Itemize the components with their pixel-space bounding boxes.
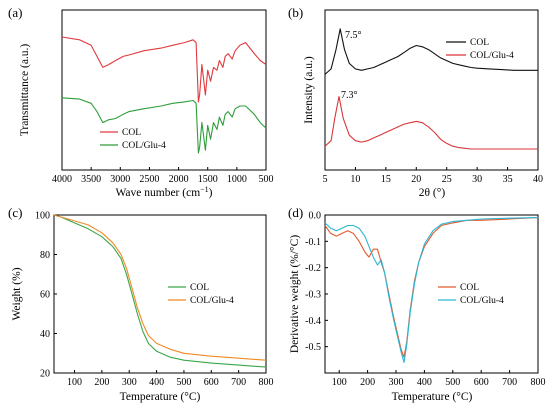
x-tick-label-c: 700 xyxy=(231,377,246,388)
y-tick-label-d: -0.1 xyxy=(305,237,321,248)
legend-d: COL COL/Glu-4 xyxy=(438,283,504,306)
legend-label-d-0: COL xyxy=(460,283,479,293)
x-tick-label-b: 25 xyxy=(442,174,452,185)
series-line-a-0 xyxy=(61,36,267,103)
x-ticks-a: 4000 3500 3000 2500 2000 1500 1000 500 xyxy=(52,167,274,185)
x-tick-label-a: 500 xyxy=(259,174,274,185)
legend-label-b-0: COL xyxy=(470,38,489,48)
series-line-b-1 xyxy=(324,95,538,150)
x-tick-label-c: 300 xyxy=(122,377,137,388)
x-tick-label-b: 5 xyxy=(323,174,328,185)
x-tick-label-c: 400 xyxy=(149,377,164,388)
x-tick-label-d: 200 xyxy=(360,377,375,388)
y-tick-label-d: -0.2 xyxy=(305,263,321,274)
panel-c-tga: (c) 100 200 300 400 500 600 700 800 20 40 60 80 100… xyxy=(8,205,274,403)
series-line-c-0 xyxy=(53,214,267,368)
legend-a: COL COL/Glu-4 xyxy=(100,128,166,151)
panel-letter-b: (b) xyxy=(288,5,303,20)
panel-b-xrd: (b) 5 10 15 20 25 30 35 40 7.5° 7.3° Intensity … xyxy=(288,5,543,199)
series-lines-b xyxy=(324,28,538,150)
y-tick-label-c: 80 xyxy=(40,250,50,261)
x-tick-label-c: 800 xyxy=(259,377,274,388)
y-tick-label-d: -0.3 xyxy=(305,290,321,301)
x-tick-label-b: 10 xyxy=(350,174,360,185)
series-lines-d xyxy=(324,217,539,364)
x-axis-label-a: Wave number (cm−1) xyxy=(115,185,212,199)
panel-letter-a: (a) xyxy=(8,5,22,20)
x-axis-label-d: Temperature (°C) xyxy=(392,391,473,403)
x-tick-label-d: 500 xyxy=(445,377,460,388)
y-tick-label-d: 0.0 xyxy=(309,211,322,222)
series-line-d-1 xyxy=(324,217,539,364)
legend-label-a-0: COL xyxy=(122,128,141,138)
y-axis-label-d: Derivative weight (%/°C) xyxy=(289,235,301,353)
y-axis-label-c: Weight (%) xyxy=(11,267,23,320)
y-tick-label-c: 100 xyxy=(35,211,50,222)
y-axis-label-a: Transmittance (a.u.) xyxy=(19,44,31,137)
plot-frame-a xyxy=(61,9,267,171)
panel-letter-d: (d) xyxy=(288,205,303,220)
legend-label-c-0: COL xyxy=(190,283,209,293)
x-tick-label-d: 700 xyxy=(502,377,517,388)
x-ticks-b: 5 10 15 20 25 30 35 40 xyxy=(323,167,543,185)
legend-label-d-1: COL/Glu-4 xyxy=(460,296,504,306)
x-tick-label-a: 2000 xyxy=(169,174,189,185)
x-ticks-d: 100 200 300 400 500 600 700 800 xyxy=(332,370,546,388)
panel-a-ftir: (a) 4000 3500 3000 2500 2000 1500 1000 500 Tran… xyxy=(8,5,274,199)
peak-annotation-col: 7.5° xyxy=(345,30,362,41)
x-tick-label-a: 1000 xyxy=(227,174,247,185)
x-tick-label-b: 15 xyxy=(381,174,391,185)
x-tick-label-d: 400 xyxy=(417,377,432,388)
y-tick-label-c: 60 xyxy=(40,290,50,301)
legend-label-a-1: COL/Glu-4 xyxy=(122,141,166,151)
x-axis-label-b: 2θ (°) xyxy=(419,187,446,199)
x-ticks-c: 100 200 300 400 500 600 700 800 xyxy=(67,370,274,388)
x-axis-label-c: Temperature (°C) xyxy=(120,391,201,403)
x-tick-label-a: 4000 xyxy=(52,174,72,185)
y-tick-label-d: -0.4 xyxy=(305,316,321,327)
plot-frame-c xyxy=(53,214,267,374)
series-line-b-0 xyxy=(324,28,538,75)
series-lines-c xyxy=(53,214,267,368)
series-line-a-1 xyxy=(61,97,267,154)
plot-frame-b xyxy=(324,9,539,171)
series-line-d-0 xyxy=(324,217,539,358)
y-axis-label-b: Intensity (a.u.) xyxy=(303,56,315,124)
x-tick-label-c: 600 xyxy=(204,377,219,388)
legend-c: COL COL/Glu-4 xyxy=(168,283,234,306)
x-tick-label-d: 600 xyxy=(474,377,489,388)
y-tick-label-d: -0.5 xyxy=(305,342,321,353)
x-tick-label-d: 800 xyxy=(531,377,546,388)
legend-b: COL COL/Glu-4 xyxy=(446,38,514,61)
x-tick-label-c: 500 xyxy=(176,377,191,388)
y-ticks-c: 20 40 60 80 100 xyxy=(35,211,57,380)
legend-label-c-1: COL/Glu-4 xyxy=(190,296,234,306)
x-tick-label-a: 2500 xyxy=(139,174,159,185)
x-tick-label-a: 3500 xyxy=(81,174,101,185)
series-lines-a xyxy=(61,36,267,154)
peak-annotation-col-glu4: 7.3° xyxy=(341,90,358,101)
panel-letter-c: (c) xyxy=(8,205,22,220)
panel-d-dtg: (d) 100 200 300 400 500 600 700 800 0.0 -0.1 -0.2… xyxy=(288,205,546,403)
y-tick-label-c: 40 xyxy=(40,329,50,340)
x-tick-label-b: 30 xyxy=(472,174,482,185)
y-ticks-d: 0.0 -0.1 -0.2 -0.3 -0.4 -0.5 xyxy=(305,211,328,353)
x-tick-label-b: 40 xyxy=(533,174,543,185)
x-tick-label-c: 200 xyxy=(94,377,109,388)
x-tick-label-c: 100 xyxy=(67,377,82,388)
x-tick-label-a: 3000 xyxy=(110,174,130,185)
x-tick-label-b: 20 xyxy=(411,174,421,185)
x-tick-label-d: 100 xyxy=(332,377,347,388)
legend-label-b-1: COL/Glu-4 xyxy=(470,51,514,61)
x-tick-label-a: 1500 xyxy=(198,174,218,185)
x-tick-label-b: 35 xyxy=(503,174,513,185)
y-tick-label-c: 20 xyxy=(40,369,50,380)
x-tick-label-d: 300 xyxy=(389,377,404,388)
series-line-c-1 xyxy=(53,214,267,361)
